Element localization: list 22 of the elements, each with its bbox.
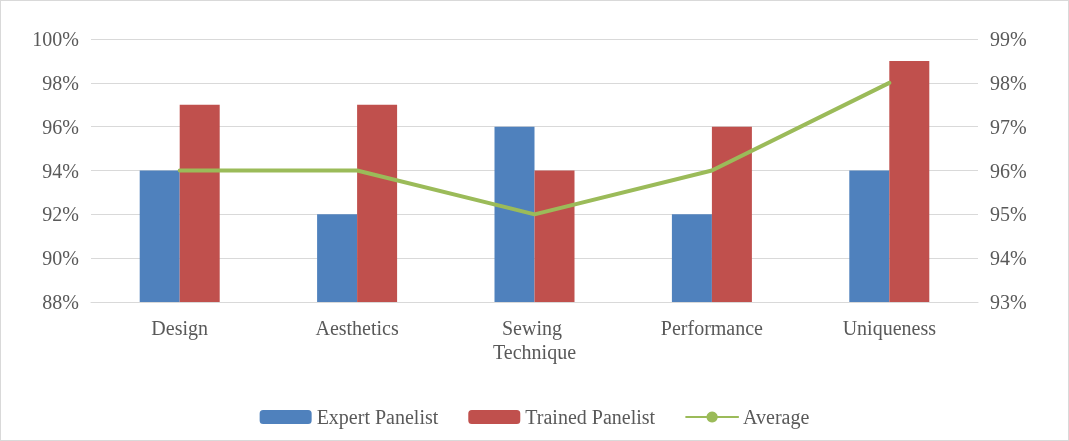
y2-tick-label: 96% xyxy=(990,159,1027,182)
y2-tick-label: 98% xyxy=(990,71,1027,94)
legend-label: Expert Panelist xyxy=(316,406,439,429)
x-tick-label: Performance xyxy=(660,317,764,339)
y-tick-label: 98% xyxy=(42,71,79,94)
y2-tick-label: 99% xyxy=(990,28,1027,50)
x-tick-label: Sewing Technique xyxy=(492,317,577,364)
x-tick-label: Aesthetics xyxy=(315,317,399,339)
y2-tick-label: 94% xyxy=(990,247,1027,270)
y2-tick-label: 97% xyxy=(990,115,1027,138)
y-tick-label: 100% xyxy=(32,28,79,50)
y-tick-label: 94% xyxy=(42,159,79,182)
y2-tick-label: 95% xyxy=(990,203,1027,226)
legend-label: Average xyxy=(743,406,810,429)
y-tick-label: 92% xyxy=(42,203,79,226)
x-tick-label: Uniqueness xyxy=(842,317,937,340)
y-tick-label: 88% xyxy=(42,291,79,313)
y-tick-label: 96% xyxy=(42,115,79,138)
x-tick-label: Design xyxy=(151,317,209,340)
legend-label: Trained Panelist xyxy=(525,406,656,428)
y2-tick-label: 93% xyxy=(990,291,1027,313)
y-tick-label: 90% xyxy=(42,247,79,270)
